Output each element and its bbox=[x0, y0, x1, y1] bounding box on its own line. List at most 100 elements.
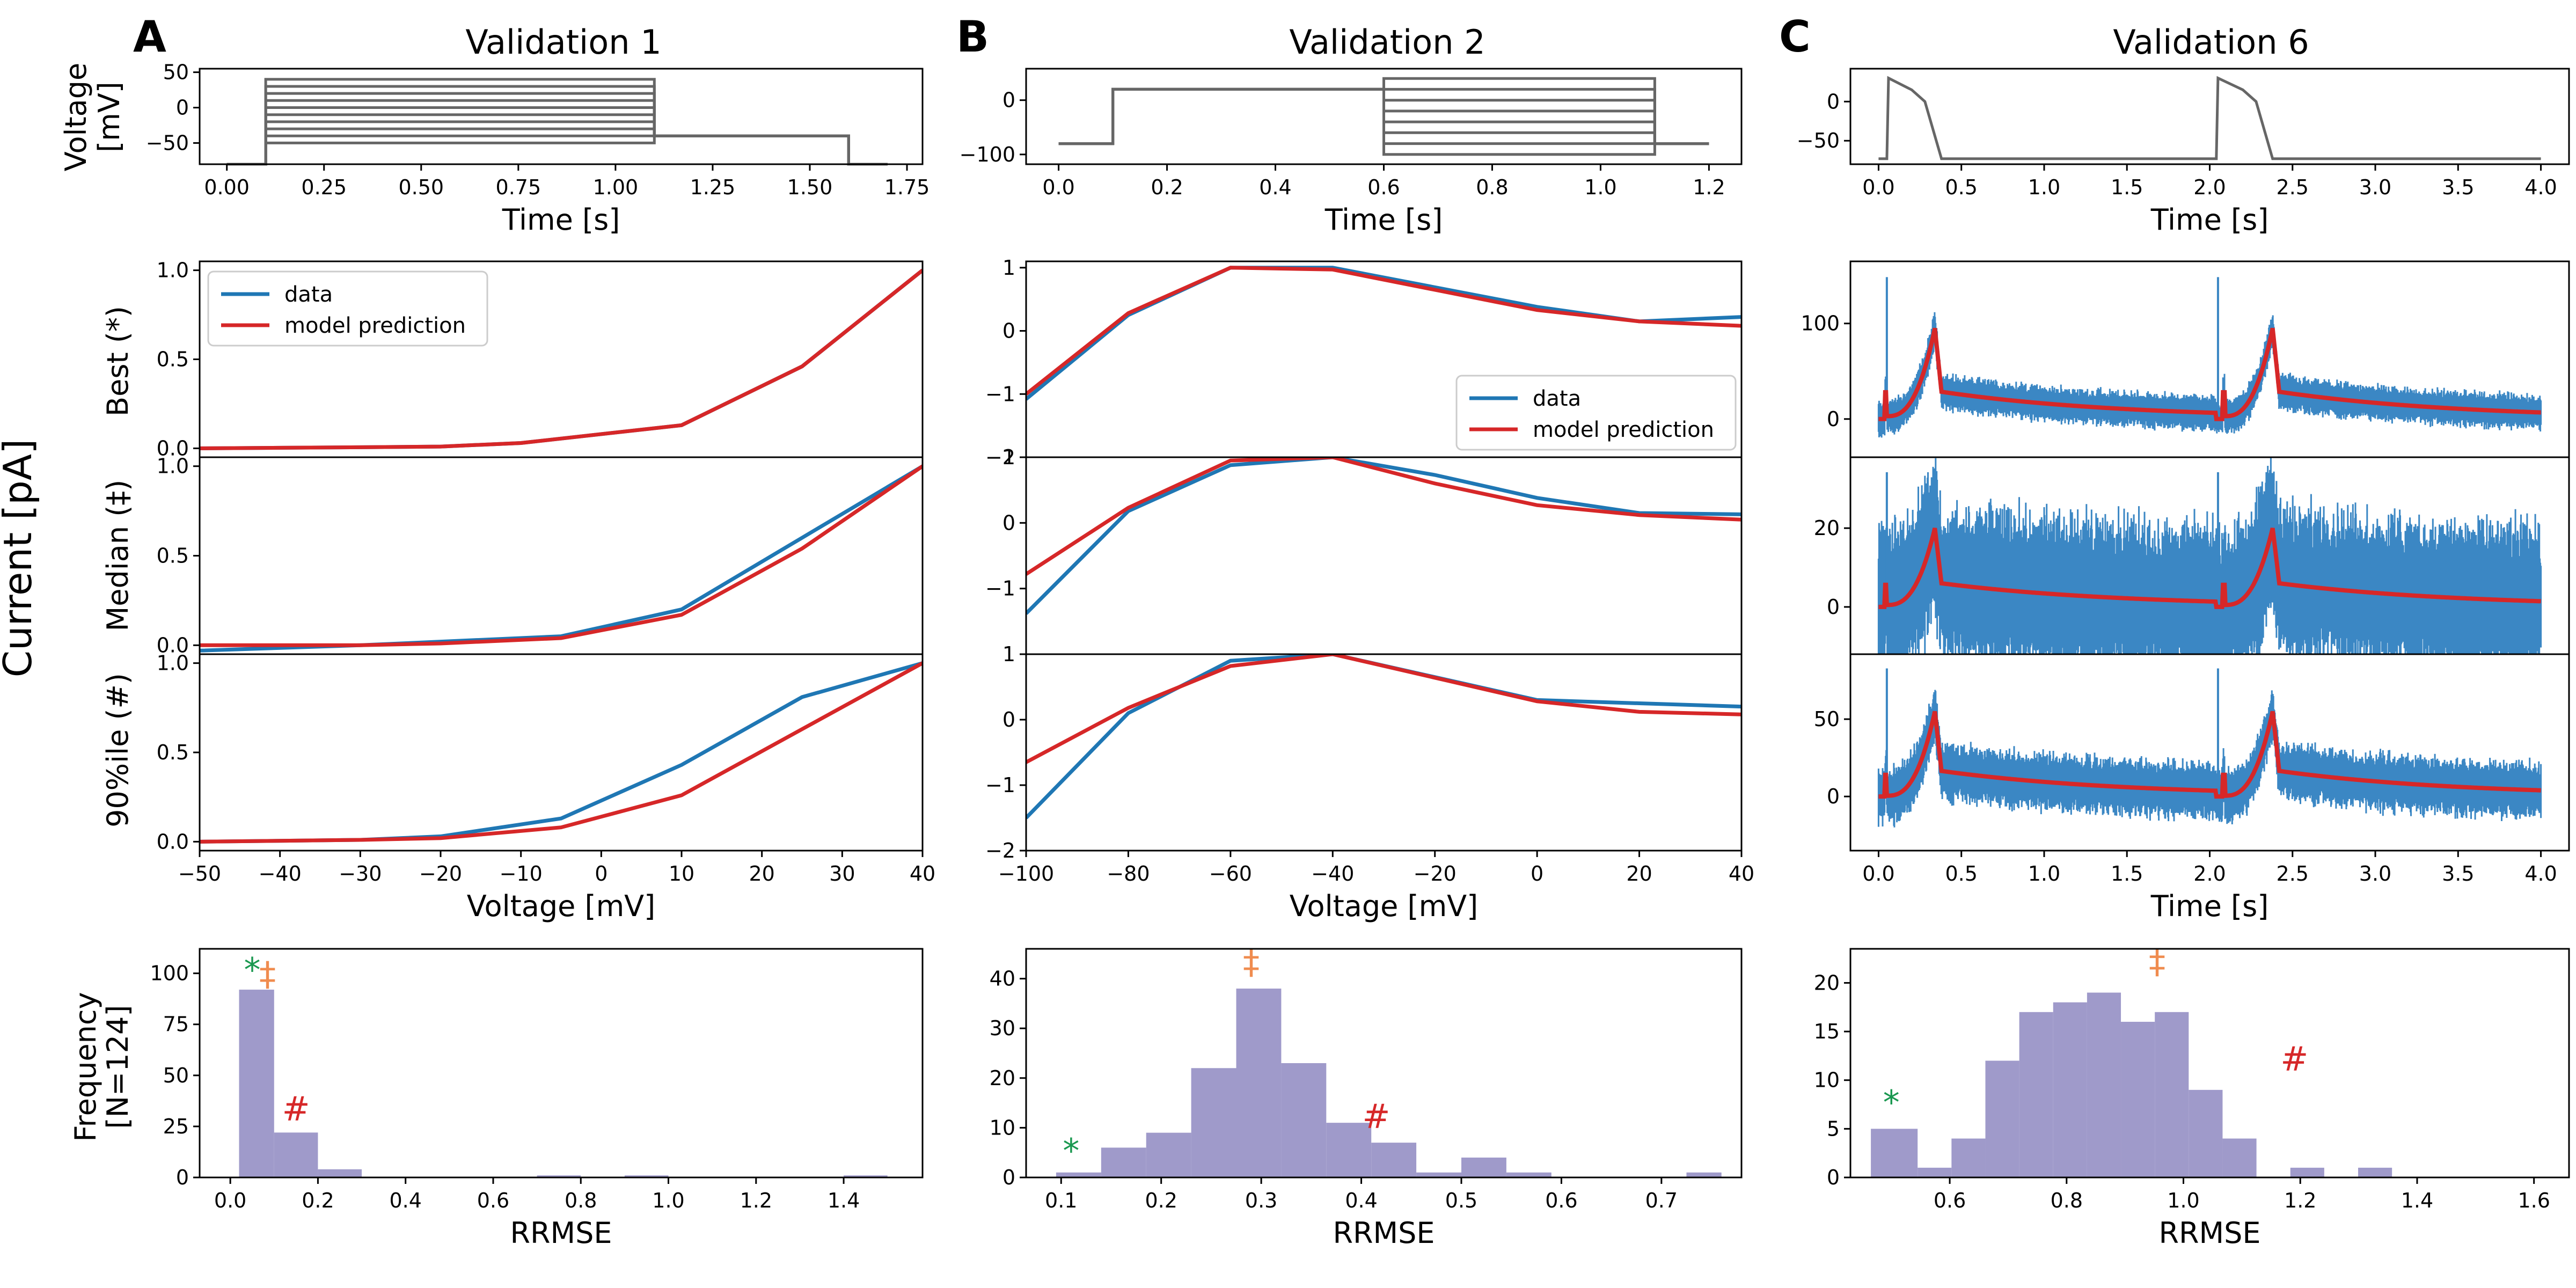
B-90-xtick-label-6: 20 bbox=[1626, 862, 1652, 885]
C-median-ytick-label-1: 0 bbox=[1827, 595, 1840, 619]
b-best-series-model bbox=[1026, 266, 1741, 396]
C-protocol-xtick-label-3: 1.5 bbox=[2111, 175, 2143, 199]
A-hist-xtick-label-0: 0.0 bbox=[214, 1189, 246, 1212]
C-protocol-xtick-label-0: 0.0 bbox=[1862, 175, 1894, 199]
C-90-xlabel: Time [s] bbox=[2150, 889, 2269, 923]
C-best-ytick-label-0: 100 bbox=[1801, 312, 1840, 335]
a-hist-frame bbox=[199, 948, 924, 1179]
C-protocol-ytick-label-0: 0 bbox=[1827, 90, 1840, 113]
C-protocol-ytick-label-1: −50 bbox=[1797, 129, 1840, 152]
B-90-xlabel: Voltage [mV] bbox=[1290, 889, 1478, 923]
B-90-ytick-label-1: 0 bbox=[1002, 708, 1015, 731]
A-hist-ytick-label-0: 0 bbox=[176, 1166, 189, 1189]
a-hist-bar-0 bbox=[239, 990, 274, 1177]
c-hist-bar-5 bbox=[2053, 1002, 2087, 1177]
column-title-2: Validation 2 bbox=[1289, 23, 1485, 62]
c-90-axes: 50 0 0.0 0.5 1.0 1.5 2.0 2.5 3.0 3.5 4.0 Time [s] bbox=[1814, 653, 2570, 923]
C-hist-xtick-label-4: 1.4 bbox=[2401, 1189, 2433, 1212]
B-protocol-xtick-label-6: 1.2 bbox=[1693, 175, 1725, 199]
A-protocol-ytick-label-1: 0 bbox=[176, 96, 189, 120]
b-hist-bar-0 bbox=[1056, 1172, 1101, 1177]
C-hist-xtick-label-5: 1.6 bbox=[2518, 1189, 2550, 1212]
C-protocol-xtick-label-1: 0.5 bbox=[1945, 175, 1977, 199]
A-90-xtick-label-2: −30 bbox=[339, 862, 382, 885]
panel-label-b: B bbox=[956, 12, 989, 62]
B-90-ytick-label-3: −2 bbox=[985, 839, 1015, 862]
C-90-xtick-label-5: 2.5 bbox=[2277, 862, 2309, 885]
B-90-xtick-label-3: −40 bbox=[1311, 862, 1354, 885]
C-hist-ytick-label-1: 5 bbox=[1827, 1117, 1840, 1140]
A-hist-xlabel: RRMSE bbox=[510, 1216, 612, 1250]
A-protocol-xlabel: Time [s] bbox=[502, 203, 620, 237]
C-hist-ytick-label-2: 10 bbox=[1814, 1069, 1840, 1092]
B-median-ytick-label-0: 1 bbox=[1002, 445, 1015, 469]
B-median-ytick-label-1: 0 bbox=[1002, 511, 1015, 535]
B-90-ytick-label-0: 1 bbox=[1002, 642, 1015, 666]
B-90-xtick-label-4: −20 bbox=[1414, 862, 1457, 885]
b-median-series-model bbox=[1026, 457, 1741, 576]
A-protocol-ytick-label-2: −50 bbox=[146, 131, 189, 155]
C-90-xtick-label-2: 1.0 bbox=[2028, 862, 2060, 885]
legend-b: data model prediction bbox=[1455, 375, 1737, 451]
B-hist-xtick-label-5: 0.6 bbox=[1545, 1189, 1577, 1212]
C-90-xtick-label-7: 3.5 bbox=[2442, 862, 2474, 885]
A-median-ytick-label-1: 0.5 bbox=[157, 544, 189, 568]
A-hist-ytick-label-1: 25 bbox=[163, 1115, 189, 1138]
a-protocol-frame bbox=[199, 68, 924, 165]
c-hist-bar-6 bbox=[2087, 992, 2121, 1177]
B-best-ytick-label-0: 1 bbox=[1002, 256, 1015, 280]
A-best-ytick-label-1: 0.5 bbox=[157, 348, 189, 371]
c-median-series-model bbox=[1878, 528, 2541, 609]
B-median-ytick-label-2: −1 bbox=[985, 577, 1015, 601]
C-90-ytick-label-0: 50 bbox=[1814, 707, 1840, 731]
b-90-series-model bbox=[1026, 654, 1741, 764]
b-protocol-axes: 0 −100 0.0 0.2 0.4 0.6 0.8 1.0 1.2 Time [s] bbox=[960, 68, 1743, 237]
c-hist-bar-9 bbox=[2189, 1089, 2223, 1177]
row-label-median: Median (‡) bbox=[101, 480, 135, 632]
B-protocol-ytick-label-1: −100 bbox=[960, 143, 1015, 166]
B-90-xtick-label-7: 40 bbox=[1729, 862, 1754, 885]
a-hist-bar-14 bbox=[844, 1175, 888, 1177]
a-hist-bar-2 bbox=[318, 1169, 362, 1177]
C-protocol-xtick-label-5: 2.5 bbox=[2277, 175, 2309, 199]
row-label-90ile: 90%ile (#) bbox=[101, 673, 135, 828]
B-hist-xtick-label-2: 0.3 bbox=[1245, 1189, 1277, 1212]
a-hist-axes: *‡ #0 25 50 75 100 0.0 0.2 0.4 0.6 0.8 1.0 1.2 1.4 RRM… bbox=[150, 948, 924, 1250]
b-hist-bar-3 bbox=[1191, 1068, 1236, 1177]
A-90-ytick-label-0: 0.0 bbox=[157, 830, 189, 853]
A-90-xtick-label-6: 10 bbox=[669, 862, 694, 885]
b-hist-bar-6 bbox=[1326, 1123, 1372, 1177]
A-protocol-ytick-label-0: 50 bbox=[163, 61, 189, 84]
a-hist-marker-0: * bbox=[244, 950, 260, 990]
A-90-xtick-label-1: −40 bbox=[259, 862, 302, 885]
b-hist-bar-1 bbox=[1101, 1147, 1146, 1177]
c-hist-bar-3 bbox=[1985, 1060, 2019, 1177]
C-protocol-xtick-label-2: 1.0 bbox=[2028, 175, 2060, 199]
a-hist-bar-1 bbox=[274, 1132, 318, 1177]
voltage-ylabel-line1: Voltage bbox=[59, 63, 93, 172]
a-90-series-model bbox=[200, 661, 923, 844]
B-protocol-ytick-label-0: 0 bbox=[1002, 89, 1015, 112]
c-hist-marker-2: # bbox=[2280, 1040, 2308, 1079]
A-protocol-xtick-label-1: 0.25 bbox=[301, 175, 347, 199]
c-best-series-model bbox=[1878, 327, 2541, 421]
a-hist-bar-7 bbox=[537, 1175, 581, 1177]
c-hist-frame bbox=[1849, 948, 2570, 1179]
b-hist-marker-0: * bbox=[1063, 1131, 1079, 1170]
c-protocol-trace bbox=[1878, 76, 2541, 160]
b-90-axes: 1 0 −1 −2−100 −80 −60 −40 −20 0 20 40 Voltage [mV] bbox=[985, 642, 1754, 923]
C-hist-xtick-label-1: 0.8 bbox=[2051, 1189, 2083, 1212]
c-hist-marker-0: * bbox=[1883, 1083, 1900, 1122]
A-hist-ytick-label-2: 50 bbox=[163, 1064, 189, 1087]
B-hist-xlabel: RRMSE bbox=[1333, 1216, 1435, 1250]
A-protocol-xtick-label-6: 1.50 bbox=[787, 175, 833, 199]
A-protocol-xtick-label-4: 1.00 bbox=[593, 175, 639, 199]
C-protocol-xlabel: Time [s] bbox=[2150, 203, 2269, 237]
B-90-xtick-label-5: 0 bbox=[1531, 862, 1543, 885]
A-median-ytick-label-0: 0.0 bbox=[157, 633, 189, 657]
b-hist-bar-14 bbox=[1686, 1172, 1722, 1177]
A-protocol-xtick-label-5: 1.25 bbox=[690, 175, 736, 199]
A-hist-xtick-label-7: 1.4 bbox=[828, 1189, 860, 1212]
